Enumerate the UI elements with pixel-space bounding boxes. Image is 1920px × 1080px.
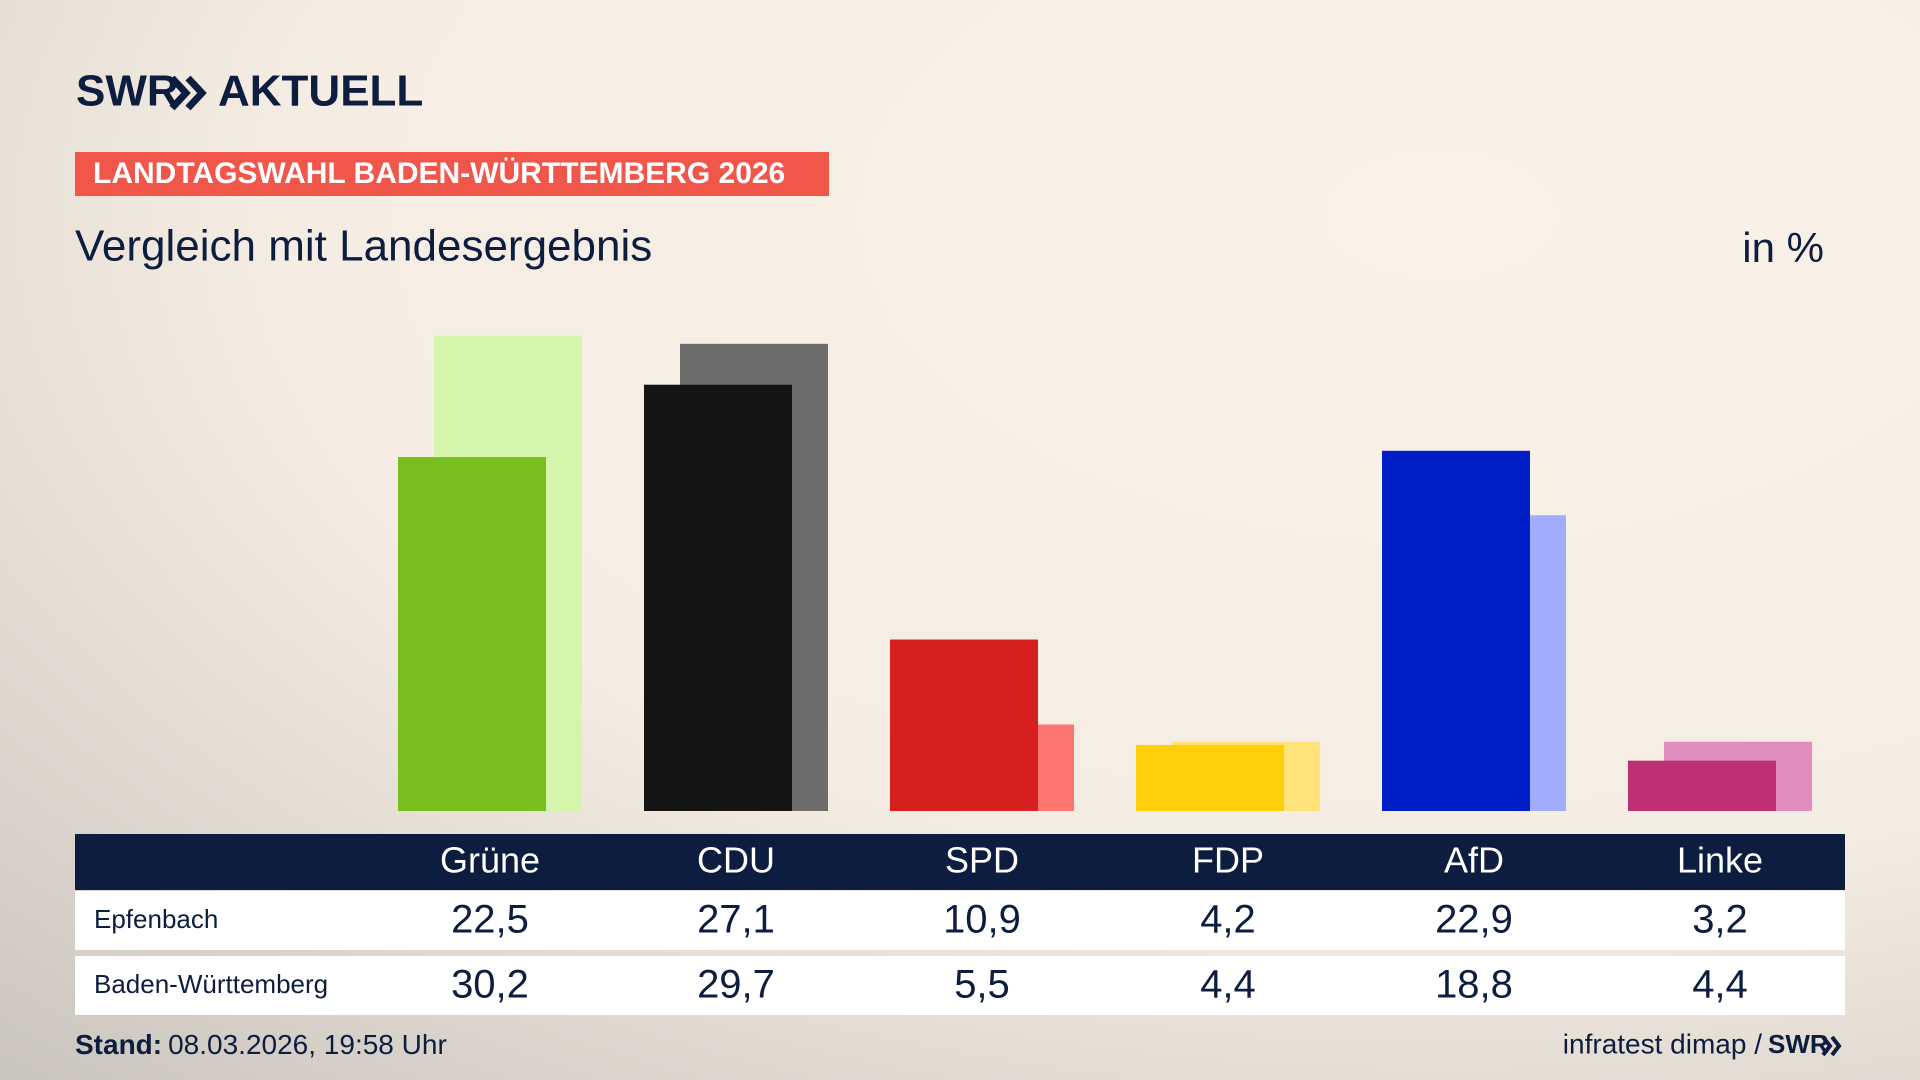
bars — [398, 335, 1812, 811]
logo-chevron — [185, 75, 207, 111]
unit-label: in % — [1742, 224, 1824, 271]
table-header — [75, 834, 1845, 890]
title-banner — [75, 152, 829, 196]
bar — [1136, 744, 1284, 811]
value-label: 3,2 — [1692, 898, 1748, 942]
bar — [644, 384, 792, 811]
value-label: 22,5 — [451, 898, 529, 942]
chart-title: LANDTAGSWAHL BADEN-WÜRTTEMBERG 2026 — [93, 157, 785, 190]
source-chevron — [1830, 1035, 1842, 1057]
row-label: Baden-Württemberg — [94, 969, 328, 999]
bar — [1382, 450, 1530, 811]
table-row — [75, 891, 1845, 950]
chart-subtitle: Vergleich mit Landesergebnis — [75, 222, 652, 271]
logo-section: AKTUELL — [218, 67, 423, 116]
category-label: FDP — [1192, 840, 1264, 881]
footer-date: 08.03.2026, 19:58 Uhr — [168, 1029, 447, 1060]
bar — [890, 639, 1038, 811]
source-chevron — [1821, 1035, 1833, 1057]
bar — [1628, 760, 1776, 811]
logo-brand: SWR — [76, 67, 179, 116]
value-label: 27,1 — [697, 898, 775, 942]
category-label: AfD — [1444, 840, 1504, 881]
source-brand: SWR — [1768, 1029, 1829, 1059]
category-label: Linke — [1677, 840, 1763, 881]
logo-chevron — [169, 75, 191, 111]
value-label: 5,5 — [954, 963, 1010, 1007]
row-label: Epfenbach — [94, 904, 218, 934]
category-label: Grüne — [440, 840, 540, 881]
table-row — [75, 956, 1845, 1015]
category-label: CDU — [697, 840, 775, 881]
footer-label: Stand: — [75, 1029, 162, 1060]
category-label: SPD — [945, 840, 1019, 881]
table: Grüne 22,5 30,2 CDU 27,1 29,7 SPD 10,9 5,5 FDP 4,2… — [94, 840, 1763, 1007]
value-label: 4,2 — [1200, 898, 1256, 942]
value-label: 22,9 — [1435, 898, 1513, 942]
value-label: 10,9 — [943, 898, 1021, 942]
value-label: 30,2 — [451, 963, 529, 1007]
value-label: 18,8 — [1435, 963, 1513, 1007]
value-label: 29,7 — [697, 963, 775, 1007]
value-label: 4,4 — [1200, 963, 1256, 1007]
source: infratest dimap / — [1563, 1028, 1762, 1059]
value-label: 4,4 — [1692, 963, 1748, 1007]
logo: SWR AKTUELL — [76, 67, 423, 116]
bar — [398, 457, 546, 811]
footer: Stand: 08.03.2026, 19:58 Uhr — [75, 1029, 447, 1060]
